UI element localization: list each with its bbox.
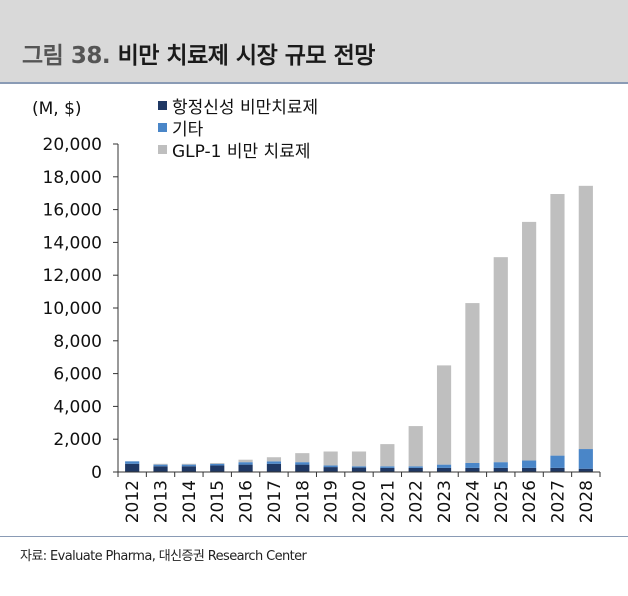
bar-segment-3 (323, 451, 338, 466)
x-tick-label: 2023 (435, 480, 455, 523)
x-tick-label: 2019 (322, 480, 342, 523)
header-divider (0, 82, 628, 84)
bar-segment-3 (550, 194, 565, 456)
source-note: 자료: Evaluate Pharma, 대신증권 Research Cente… (20, 549, 307, 564)
bar-segment-1 (125, 463, 140, 472)
bar-segment-1 (181, 466, 196, 472)
bar-segment-1 (266, 463, 282, 472)
bar-segment-1 (351, 467, 367, 472)
bar-segment-1 (323, 467, 338, 472)
legend-label: 기타 (172, 120, 204, 140)
x-tick-label: 2027 (548, 480, 568, 523)
bar-segment-2 (578, 449, 593, 469)
bar-segment-3 (522, 221, 537, 461)
bar-segment-3 (351, 451, 367, 467)
bar-segment-2 (493, 462, 508, 468)
bar-segment-2 (181, 464, 196, 467)
bar-segment-2 (210, 463, 225, 466)
x-tick-label: 2028 (577, 480, 597, 523)
y-tick-label: 14,000 (43, 233, 102, 253)
x-tick-label: 2017 (265, 480, 285, 523)
x-tick-label: 2026 (520, 480, 540, 523)
bar-segment-2 (550, 455, 565, 468)
figure-label: 그림 38. (22, 43, 111, 69)
y-tick-label: 8,000 (53, 332, 102, 352)
x-tick-label: 2012 (123, 480, 143, 523)
legend-swatch (158, 145, 167, 154)
bar-segment-1 (550, 467, 565, 472)
bar-segment-3 (210, 462, 225, 464)
x-tick-label: 2024 (463, 480, 483, 523)
bar-segment-3 (578, 185, 593, 450)
bar-segment-1 (153, 466, 168, 472)
legend-label: GLP-1 비만 치료제 (172, 142, 310, 162)
x-tick-label: 2022 (407, 480, 427, 523)
chart-area: (M, $) 항정신성 비만치료제 기타 GLP-1 비만 치료제 0 2,000 4,… (0, 90, 628, 532)
bar-segment-1 (295, 464, 310, 472)
x-tick-label: 2015 (208, 480, 228, 523)
figure-title-text: 비만 치료제 시장 규모 전망 (117, 43, 376, 69)
x-tick-label: 2014 (180, 480, 200, 523)
bar-segment-3 (295, 453, 310, 463)
y-tick-label: 6,000 (53, 365, 102, 385)
legend-label: 항정신성 비만치료제 (172, 98, 318, 118)
legend-swatch (158, 101, 167, 110)
bar-segment-1 (578, 468, 593, 472)
bar-segment-2 (465, 462, 480, 468)
x-tick-label: 2018 (293, 480, 313, 523)
bar-segment-2 (266, 461, 282, 464)
y-tick-label: 2,000 (53, 430, 102, 450)
bar-segment-3 (181, 463, 196, 465)
bar-segment-2 (351, 466, 367, 468)
bar-segment-3 (436, 365, 452, 465)
footer-divider (0, 536, 628, 537)
y-tick-label: 18,000 (43, 168, 102, 188)
bar-segment-1 (493, 467, 508, 472)
bar-segment-2 (408, 466, 423, 468)
bar-segment-1 (380, 467, 395, 472)
y-tick-label: 4,000 (53, 397, 102, 417)
bar-segment-3 (266, 457, 282, 462)
bar-segment-3 (465, 303, 480, 463)
x-tick-label: 2025 (492, 480, 512, 523)
unit-label: (M, $) (32, 99, 82, 119)
bar-segment-1 (408, 467, 423, 472)
bar-segment-1 (436, 467, 452, 472)
bar-segment-3 (238, 459, 253, 463)
bar-segment-2 (125, 461, 140, 464)
x-tick-label: 2013 (152, 480, 172, 523)
x-tick-label: 2020 (350, 480, 370, 523)
bar-segment-2 (323, 465, 338, 468)
x-tick-label: 2016 (237, 480, 257, 523)
bar-segment-2 (380, 466, 395, 468)
bar-segment-3 (408, 426, 423, 467)
legend-swatch (158, 123, 167, 132)
bar-segment-3 (493, 257, 508, 463)
bar-segment-2 (238, 462, 253, 465)
figure-title: 그림 38. 비만 치료제 시장 규모 전망 (22, 36, 375, 70)
y-tick-label: 20,000 (43, 135, 102, 155)
figure-header (0, 0, 628, 82)
y-tick-label: 12,000 (43, 266, 102, 286)
y-tick-label: 0 (91, 463, 102, 483)
y-axis: 0 2,000 4,000 6,000 8,000 10,000 12,000 14,000 1… (43, 135, 119, 483)
bar-segment-2 (522, 460, 537, 468)
y-tick-label: 16,000 (43, 201, 102, 221)
bars (125, 185, 593, 472)
bar-segment-1 (522, 467, 537, 472)
x-axis: 2012 2013 2014 2015 2016 2017 2018 2019 2020 2021… (117, 471, 601, 523)
bar-segment-3 (153, 463, 168, 465)
bar-segment-2 (153, 464, 168, 467)
bar-segment-2 (295, 462, 310, 465)
bar-segment-2 (436, 464, 452, 468)
bar-segment-1 (210, 465, 225, 472)
y-tick-label: 10,000 (43, 299, 102, 319)
bar-segment-1 (238, 464, 253, 472)
x-tick-label: 2021 (378, 480, 398, 523)
bar-segment-1 (465, 467, 480, 472)
bar-segment-3 (380, 444, 395, 467)
